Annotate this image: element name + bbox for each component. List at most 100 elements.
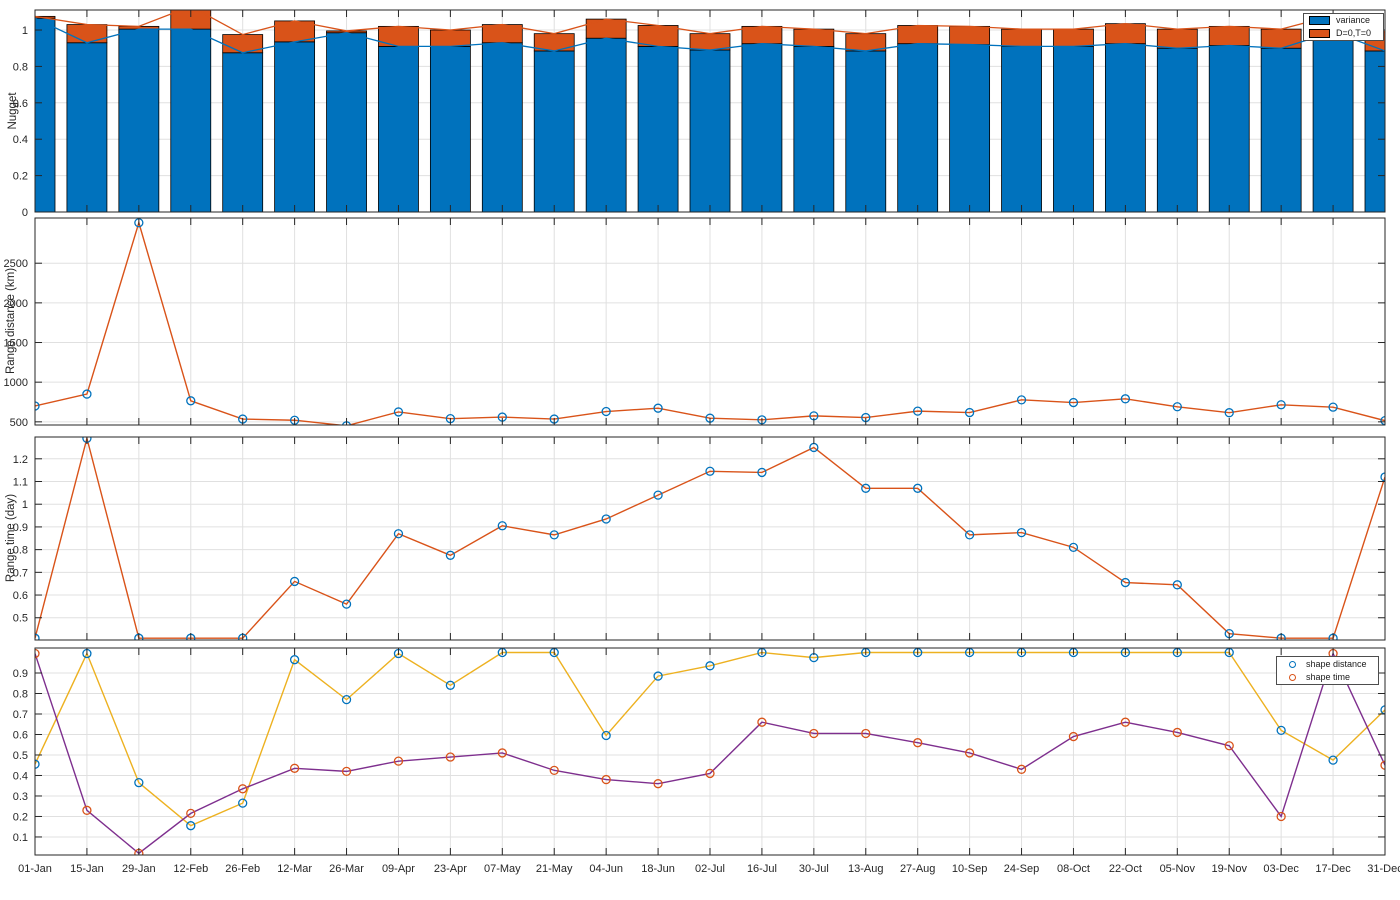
legend-nugget: variance D=0,T=0: [1303, 13, 1384, 41]
marker-range-time: [341, 599, 352, 609]
shape-distance-legend-label: shape distance: [1306, 658, 1367, 669]
marker-shape-time: [341, 766, 352, 777]
bar-variance: [689, 49, 731, 212]
range-distance-axis-label: Range distance (km): [5, 267, 17, 375]
marker-range-time: [289, 576, 300, 587]
bar-d0t0: [1053, 28, 1094, 47]
series-line-range-time: [35, 437, 1385, 639]
y-tick-label: 1: [22, 25, 28, 37]
bar-d0t0: [429, 29, 471, 47]
y-tick-label: 0.9: [13, 668, 28, 680]
marker-shape-time: [238, 784, 248, 794]
marker-shape-time: [289, 763, 300, 773]
y-tick-label: 0.7: [13, 567, 28, 579]
marker-range-distance: [1328, 402, 1338, 412]
y-tick-labels-range-time: 0.5 0.6 0.7 0.8 0.9 1 1.1 1.2: [13, 454, 28, 625]
x-tick-label: 15-Jan: [70, 863, 104, 875]
grid-shape: [34, 648, 1386, 855]
marker-range-distance: [35, 401, 40, 411]
x-tick-label: 07-May: [484, 863, 521, 875]
bar-variance: [1312, 31, 1354, 212]
x-tick-label: 02-Jul: [695, 863, 725, 875]
marker-shape-time: [497, 748, 507, 758]
marker-range-time: [549, 530, 559, 540]
x-tick-label: 04-Jun: [589, 863, 623, 875]
x-tick-label: 30-Jul: [799, 863, 829, 875]
y-tick-label: 1000: [4, 377, 28, 389]
shape-time-legend-label: shape time: [1306, 671, 1351, 682]
x-tick-label: 09-Apr: [382, 863, 415, 875]
bar-d0t0: [793, 28, 835, 47]
y-tick-label: 0.7: [13, 709, 28, 721]
bar-variance: [326, 32, 367, 212]
y-tick-label: 0: [22, 207, 28, 219]
bar-d0t0: [637, 25, 679, 47]
bar-variance: [1001, 45, 1042, 212]
bar-d0t0: [585, 18, 627, 39]
marker-shape-distance: [1276, 725, 1286, 736]
marker-range-time: [601, 514, 611, 524]
bar-variance: [170, 28, 212, 212]
x-tick-label: 29-Jan: [122, 863, 156, 875]
marker-range-time: [1172, 580, 1182, 590]
marker-range-distance: [82, 389, 92, 399]
subplot-range-distance: 500 1000 1500 2000 2500: [4, 217, 1386, 429]
y-tick-label: 0.9: [13, 522, 28, 534]
y-tick-labels-nugget: 0 0.2 0.4 0.6 0.8 1: [13, 25, 28, 219]
marker-shape-time: [861, 728, 871, 739]
tick-marks-nugget: [34, 10, 1386, 213]
marker-shape-time: [913, 738, 923, 748]
x-tick-label: 03-Dec: [1263, 863, 1299, 875]
marker-shape-distance: [134, 778, 144, 788]
bar-variance: [274, 41, 316, 212]
bar-d0t0: [66, 24, 108, 44]
marker-shape-time: [186, 808, 196, 819]
bar-d0t0: [35, 15, 56, 19]
y-tick-label: 1: [22, 499, 28, 511]
y-tick-label: 1500: [4, 338, 28, 350]
marker-shape-time: [82, 805, 92, 815]
marker-shape-time: [1276, 811, 1286, 822]
x-tick-label: 21-May: [536, 863, 573, 875]
marker-range-distance: [1120, 394, 1131, 404]
x-tick-label: 31-Dec: [1367, 863, 1400, 875]
bar-variance: [222, 52, 264, 212]
stack-total-line: [35, 10, 1385, 36]
variance-swatch: [1309, 16, 1330, 25]
marker-shape-time: [653, 779, 663, 789]
marker-shape-time: [1016, 764, 1027, 774]
x-tick-label: 13-Aug: [848, 863, 883, 875]
y-tick-label: 0.8: [13, 61, 28, 73]
subplot-nugget: 0 0.2 0.4 0.6 0.8 1: [13, 9, 1386, 219]
grid-range-time: [34, 437, 1386, 640]
bar-variance: [1156, 47, 1198, 212]
bar-variance: [741, 43, 783, 212]
marker-shape-time: [393, 756, 404, 766]
bar-variance: [533, 50, 575, 212]
bar-variance: [429, 45, 471, 212]
bar-variance: [1364, 50, 1385, 212]
x-tick-label: 23-Apr: [434, 863, 467, 875]
marker-shape-distance: [238, 798, 248, 808]
y-tick-label: 0.6: [13, 590, 28, 602]
x-tick-label: 18-Jun: [641, 863, 675, 875]
bar-variance: [585, 37, 627, 212]
shape-time-marker-icon: [1289, 673, 1296, 681]
marker-shape-time: [1172, 727, 1182, 738]
range-time-axis-label: Range time (day): [5, 493, 17, 583]
y-tick-label: 0.3: [13, 791, 28, 803]
marker-range-distance: [1276, 400, 1286, 410]
x-tick-label: 26-Feb: [225, 863, 260, 875]
marker-shape-time: [1068, 731, 1079, 742]
marker-range-distance: [1016, 395, 1027, 405]
shape-distance-marker-icon: [1289, 660, 1296, 668]
y-tick-labels-shape: 0.1 0.2 0.3 0.4 0.5 0.6 0.7 0.8 0.9: [13, 668, 28, 844]
x-tick-label: 22-Oct: [1109, 863, 1142, 875]
bar-variance: [378, 45, 419, 212]
x-tick-label: 19-Nov: [1211, 863, 1247, 875]
series-group-range-time: [35, 437, 1385, 640]
marker-shape-distance: [445, 680, 456, 690]
y-tick-label: 0.4: [13, 770, 28, 782]
